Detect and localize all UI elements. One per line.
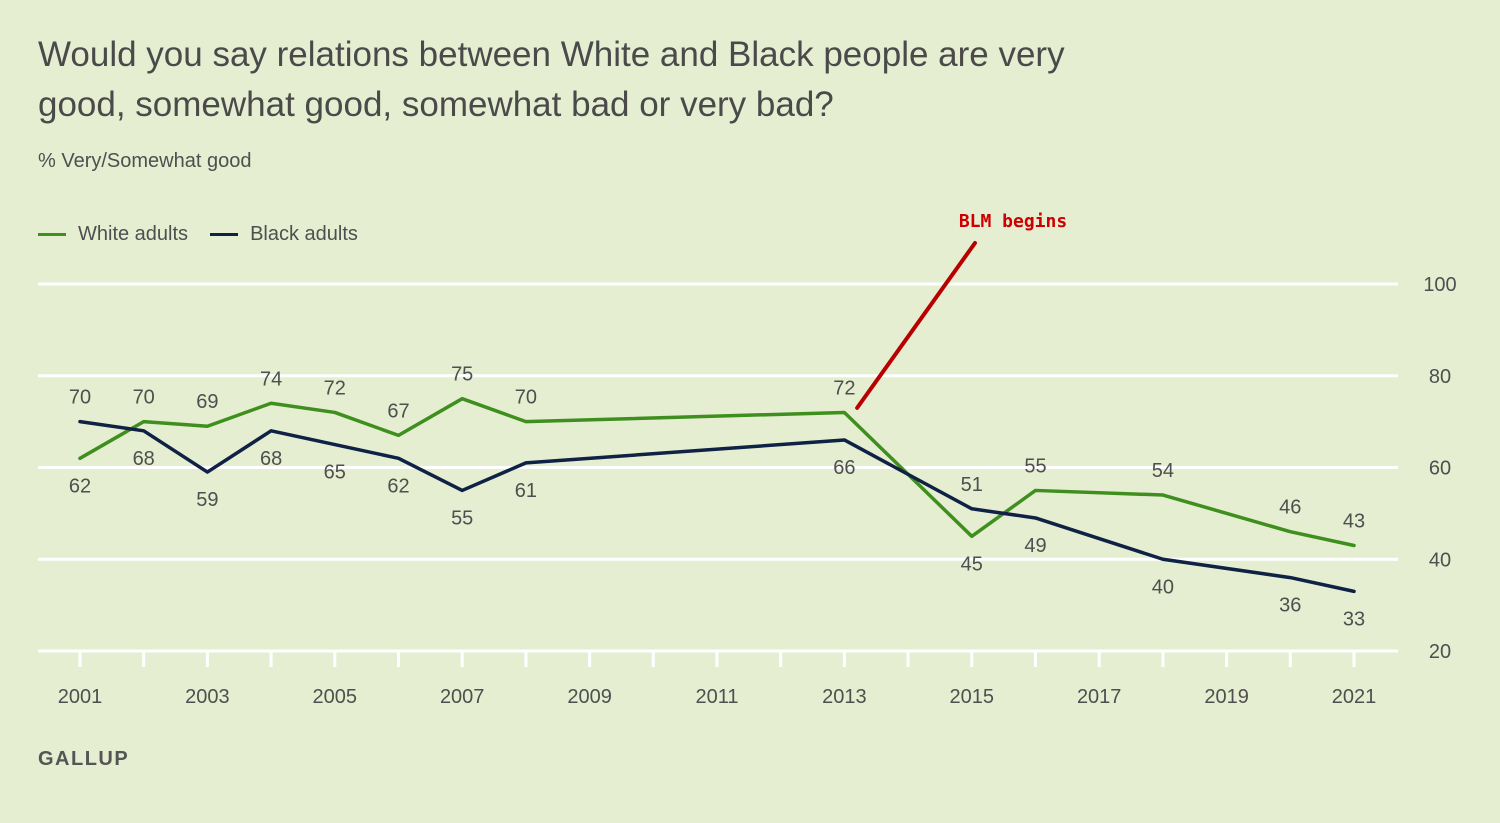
x-tick-label-2001: 2001 (58, 686, 103, 708)
x-tick-label-2021: 2021 (1332, 686, 1377, 708)
data-label-white-adults-2020: 46 (1279, 497, 1301, 519)
x-tick-label-2005: 2005 (313, 686, 358, 708)
x-tick-label-2019: 2019 (1204, 686, 1249, 708)
data-label-white-adults-2003: 69 (196, 391, 218, 413)
y-tick-label-80: 80 (1429, 366, 1451, 388)
y-tick-label-20: 20 (1429, 641, 1451, 663)
legend-label-black-adults: Black adults (250, 223, 358, 245)
data-label-white-adults-2001: 62 (69, 475, 91, 497)
x-tick-label-2009: 2009 (567, 686, 612, 708)
data-label-black-adults-2001: 70 (69, 387, 91, 409)
data-label-black-adults-2016: 49 (1024, 535, 1046, 557)
data-label-black-adults-2002: 68 (133, 448, 155, 470)
data-label-black-adults-2007: 55 (451, 507, 473, 529)
annotation-pointer-line (855, 241, 977, 410)
chart-subtitle: % Very/Somewhat good (38, 150, 252, 172)
source-label: GALLUP (38, 748, 130, 770)
data-label-white-adults-2002: 70 (133, 387, 155, 409)
data-label-black-adults-2008: 61 (515, 480, 537, 502)
data-label-white-adults-2004: 74 (260, 368, 282, 390)
data-label-white-adults-2013: 72 (833, 377, 855, 399)
data-label-black-adults-2005: 65 (324, 462, 346, 484)
x-tick-label-2003: 2003 (185, 686, 230, 708)
legend-item-black-adults: Black adults (210, 223, 358, 246)
data-label-black-adults-2004: 68 (260, 448, 282, 470)
annotation-label: BLM begins (959, 211, 1067, 232)
legend-swatch-white-adults (38, 233, 66, 236)
series-line-white-adults (78, 396, 1356, 548)
data-label-black-adults-2020: 36 (1279, 595, 1301, 617)
data-label-white-adults-2018: 54 (1152, 460, 1174, 482)
legend-item-white-adults: White adults (38, 223, 188, 246)
y-tick-label-100: 100 (1423, 274, 1456, 296)
x-tick-label-2011: 2011 (695, 686, 738, 708)
x-tick-label-2015: 2015 (950, 686, 995, 708)
x-tick-label-2007: 2007 (440, 686, 485, 708)
data-label-white-adults-2021: 43 (1343, 510, 1365, 532)
y-tick-label-40: 40 (1429, 549, 1451, 571)
data-label-black-adults-2018: 40 (1152, 576, 1174, 598)
legend-label-white-adults: White adults (78, 223, 189, 245)
legend: White adults Black adults (38, 223, 380, 246)
data-label-black-adults-2013: 66 (833, 457, 855, 479)
chart-title: Would you say relations between White an… (38, 35, 1065, 124)
data-label-black-adults-2015: 51 (961, 474, 983, 496)
data-label-white-adults-2007: 75 (451, 364, 473, 386)
series-line-black-adults (78, 419, 1356, 594)
x-tick-label-2013: 2013 (822, 686, 867, 708)
data-label-white-adults-2006: 67 (387, 400, 409, 422)
data-label-white-adults-2005: 72 (324, 377, 346, 399)
data-label-white-adults-2016: 55 (1024, 455, 1046, 477)
data-label-white-adults-2015: 45 (961, 553, 983, 575)
x-tick-label-2017: 2017 (1077, 686, 1122, 708)
data-label-black-adults-2003: 59 (196, 489, 218, 511)
data-label-black-adults-2006: 62 (387, 475, 409, 497)
data-label-black-adults-2021: 33 (1343, 608, 1365, 630)
data-label-white-adults-2008: 70 (515, 387, 537, 409)
y-tick-label-60: 60 (1429, 458, 1451, 480)
legend-swatch-black-adults (210, 233, 239, 236)
